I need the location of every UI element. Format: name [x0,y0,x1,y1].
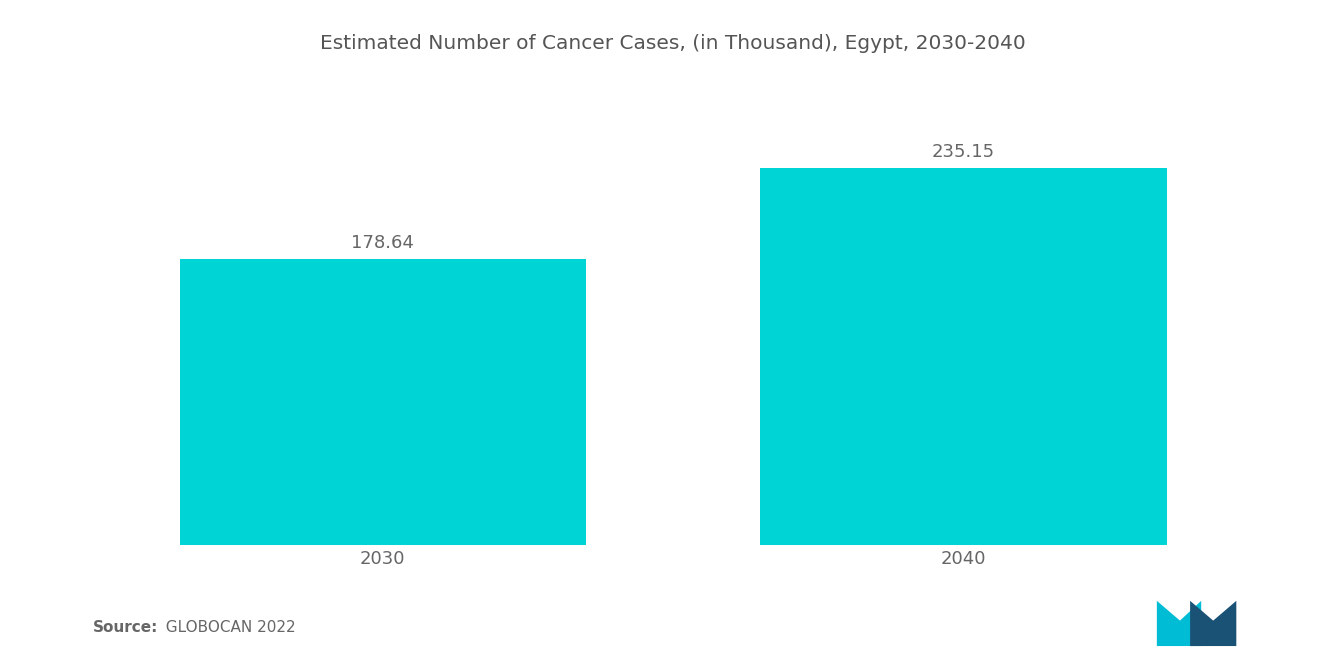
Text: Source:: Source: [92,620,158,635]
Title: Estimated Number of Cancer Cases, (in Thousand), Egypt, 2030-2040: Estimated Number of Cancer Cases, (in Th… [321,34,1026,53]
Text: GLOBOCAN 2022: GLOBOCAN 2022 [156,620,296,635]
Text: 235.15: 235.15 [932,144,995,162]
Text: 178.64: 178.64 [351,234,414,252]
Bar [180,259,586,545]
Bar [760,168,1167,545]
